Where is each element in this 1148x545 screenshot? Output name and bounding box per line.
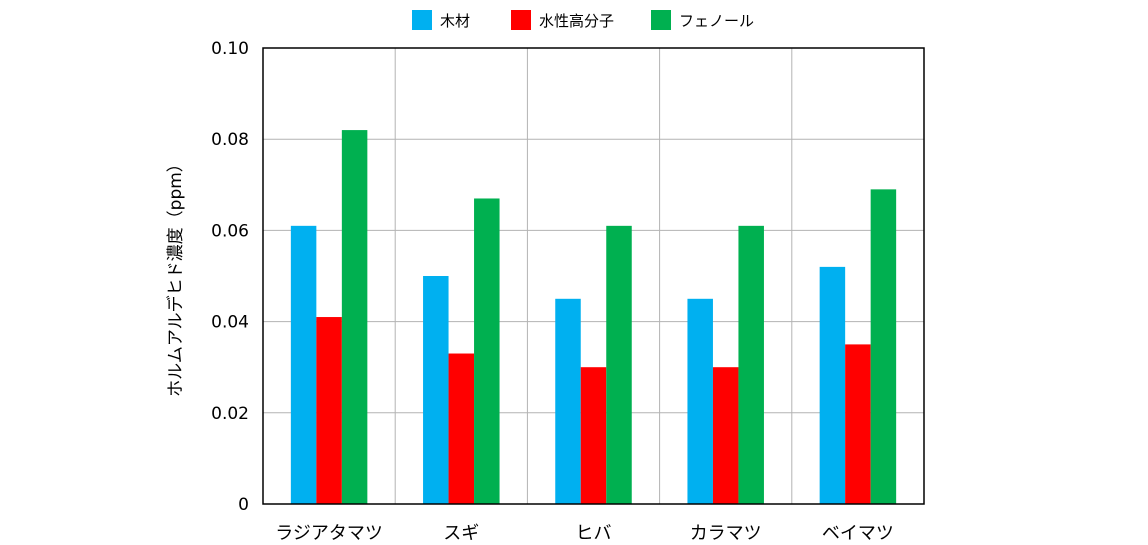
bar [555, 298, 581, 504]
bar [845, 344, 871, 504]
bar [606, 225, 632, 504]
legend-item: フェノール [651, 10, 754, 30]
legend-swatch [412, 10, 432, 30]
x-category-label: カラマツ [690, 523, 762, 544]
legend-swatch [651, 10, 671, 30]
x-category-labels: ラジアタマツ スギ ヒバ カラマツ ベイマツ [275, 523, 894, 544]
bar [474, 198, 500, 505]
bar [316, 317, 342, 504]
bar [448, 353, 475, 504]
legend: 木材 水性高分子 フェノール [412, 10, 754, 30]
bar [738, 225, 764, 504]
legend-label: 木材 [440, 12, 470, 30]
legend-swatch [511, 10, 531, 30]
legend-item: 水性高分子 [511, 10, 614, 30]
bar [819, 266, 846, 504]
x-category-label: スギ [443, 523, 479, 544]
y-tick-labels: 0 0.02 0.04 0.06 0.08 0.10 [211, 39, 249, 515]
bars [290, 130, 897, 505]
bar [423, 276, 449, 504]
legend-label: フェノール [679, 12, 754, 30]
y-tick-label: 0.06 [211, 221, 249, 241]
y-axis-label: ホルムアルデヒド濃度（ppm） [165, 155, 186, 397]
plot-frame [262, 47, 925, 505]
x-category-label: ベイマツ [822, 523, 894, 544]
bar [290, 225, 317, 504]
bar [580, 367, 607, 504]
y-tick-label: 0.02 [211, 404, 249, 424]
y-tick-label: 0.04 [211, 313, 249, 333]
y-tick-label: 0.08 [211, 130, 249, 150]
x-category-label: ヒバ [576, 523, 612, 544]
legend-label: 水性高分子 [539, 12, 614, 30]
bar [687, 298, 713, 504]
bar [341, 130, 368, 504]
bar [712, 367, 739, 504]
bar [870, 189, 897, 505]
y-tick-label: 0 [238, 495, 249, 515]
legend-item: 木材 [412, 10, 470, 30]
x-category-label: ラジアタマツ [275, 523, 383, 544]
y-tick-label: 0.10 [211, 39, 249, 59]
